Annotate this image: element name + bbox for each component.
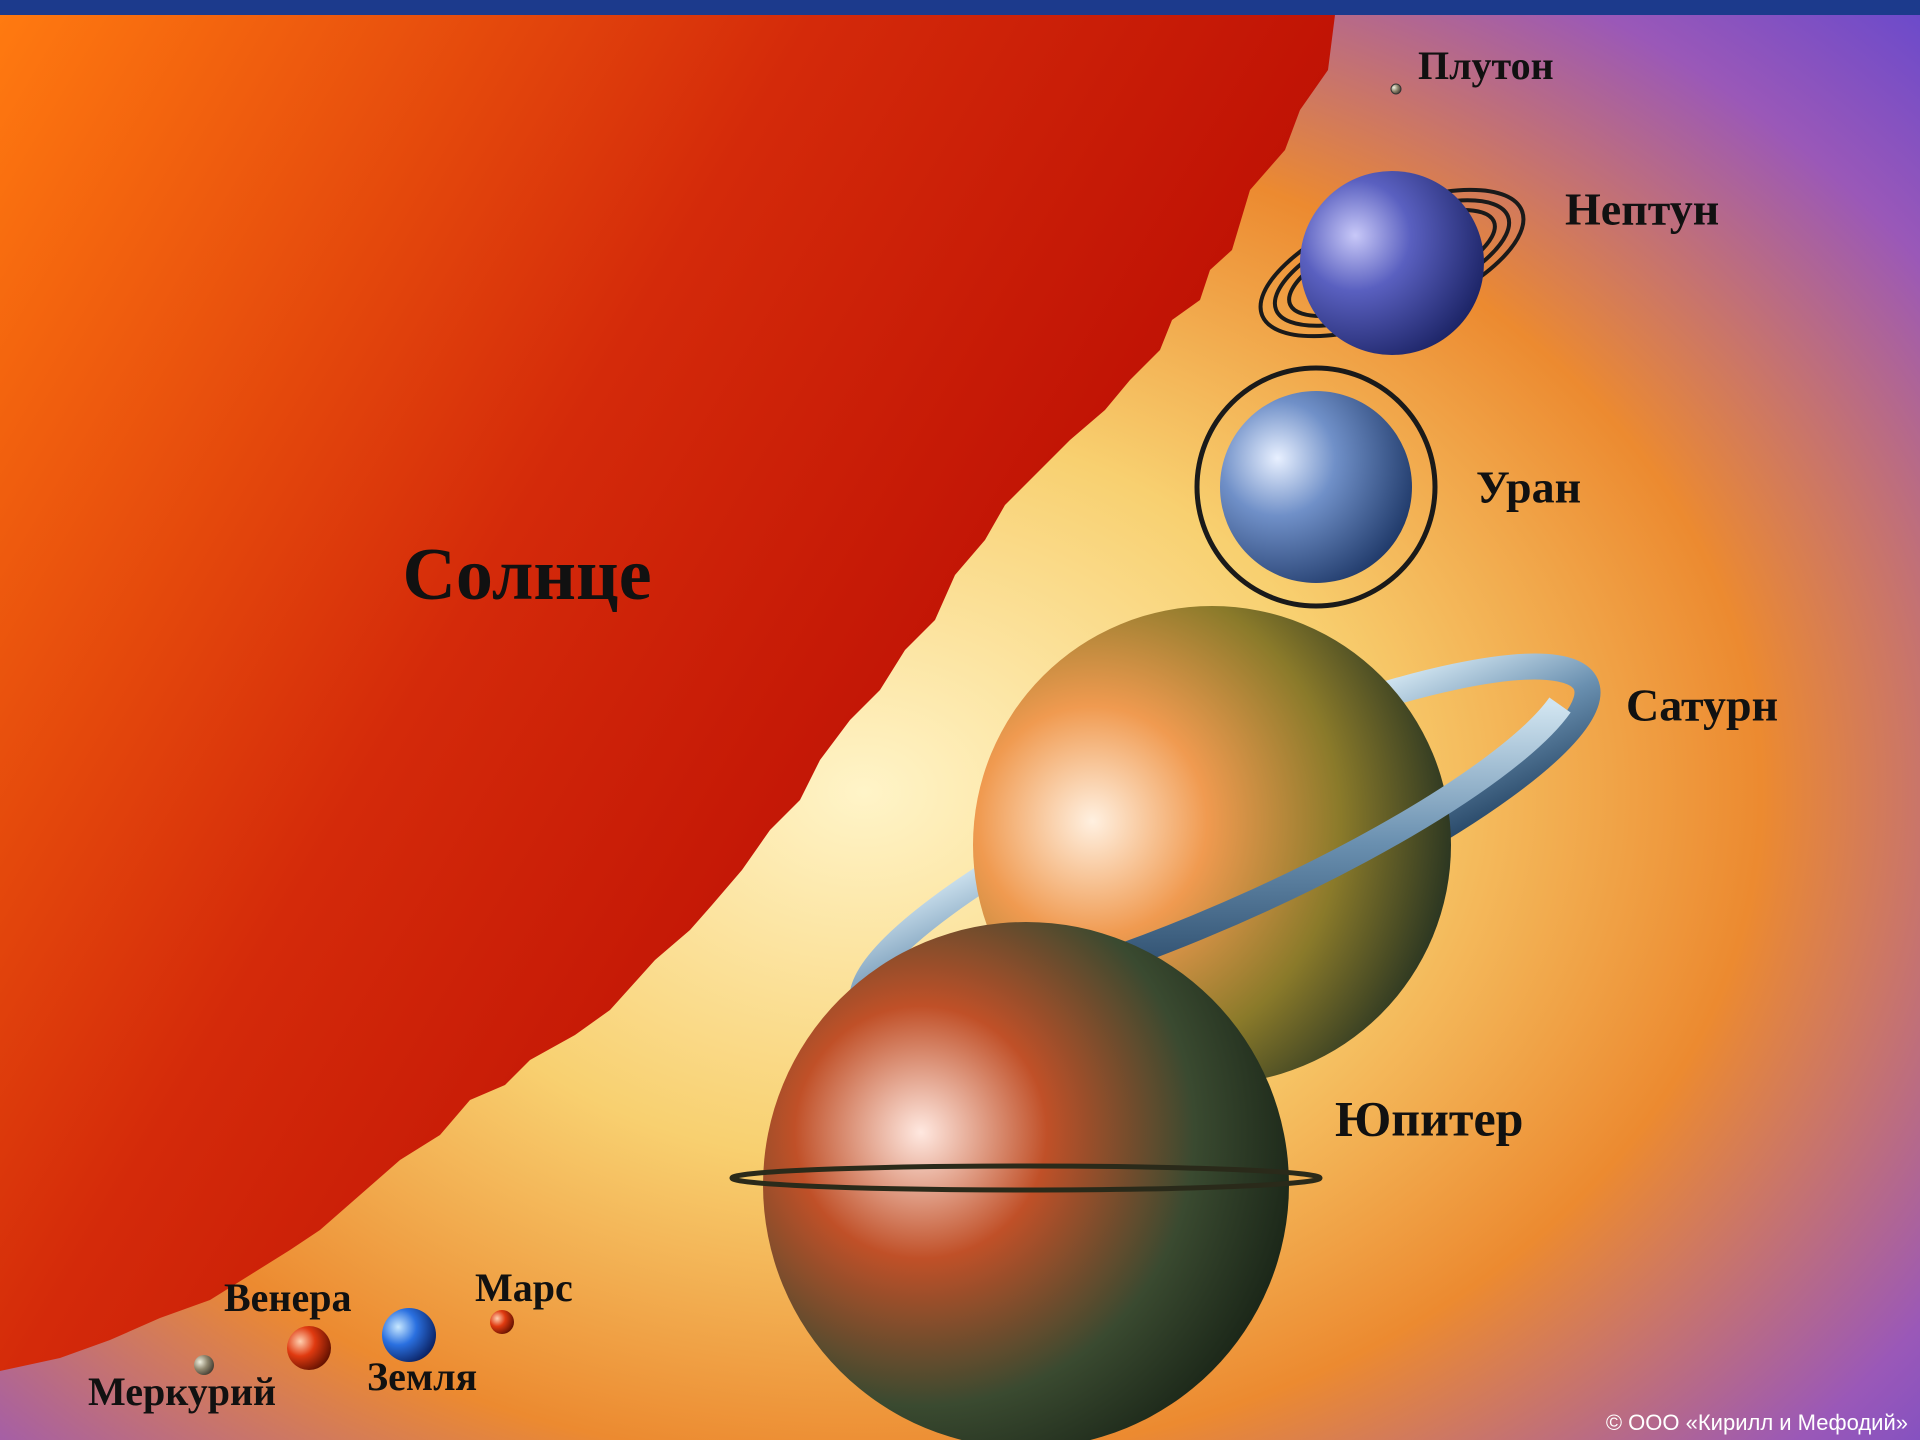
jupiter — [763, 922, 1289, 1440]
planet-label: Плутон — [1418, 43, 1554, 88]
copyright: © ООО «Кирилл и Мефодий» — [1606, 1410, 1908, 1435]
planet-label: Марс — [475, 1265, 573, 1310]
planet-label: Нептун — [1565, 184, 1719, 235]
planet-label: Сатурн — [1626, 680, 1778, 731]
pluto — [1391, 84, 1401, 94]
neptune-body — [1300, 171, 1484, 355]
mars — [490, 1310, 514, 1334]
page: Солнце Плутон Нептун Уран Сатурн Юпитер … — [0, 0, 1920, 1440]
planet-label: Юпитер — [1335, 1090, 1523, 1146]
sun-label: Солнце — [402, 534, 651, 616]
title-bar — [0, 0, 1920, 15]
planet-label: Венера — [224, 1275, 351, 1320]
planet-label: Земля — [367, 1354, 477, 1399]
planet-label: Меркурий — [88, 1369, 276, 1414]
venus — [287, 1326, 331, 1370]
planet-label: Уран — [1476, 462, 1581, 513]
illustration: Солнце Плутон Нептун Уран Сатурн Юпитер … — [0, 0, 1920, 1440]
uranus — [1220, 391, 1412, 583]
